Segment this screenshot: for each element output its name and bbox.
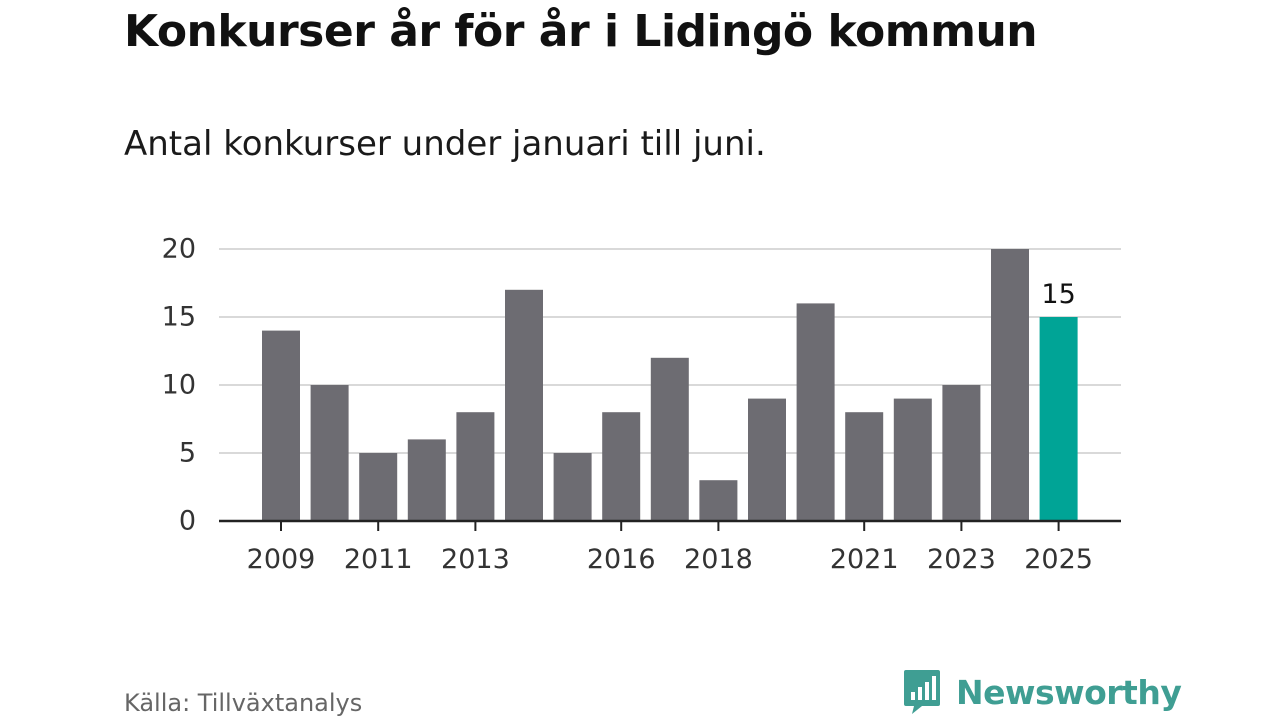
- y-tick-label: 5: [179, 438, 196, 469]
- y-tick-label: 15: [162, 302, 196, 333]
- bar-2020: [796, 303, 835, 521]
- bar-2011: [359, 453, 398, 521]
- data-label: 15: [1041, 279, 1075, 310]
- bar-2012: [407, 439, 446, 521]
- bar-2021: [845, 412, 884, 521]
- x-tick-label: 2021: [830, 544, 899, 575]
- bar-2010: [310, 385, 349, 521]
- chart-title: Konkurser år för år i Lidingö kommun: [124, 6, 1038, 57]
- brand-name: Newsworthy: [956, 672, 1182, 712]
- newsworthy-logo: Newsworthy: [902, 668, 1182, 716]
- x-tick-label: 2013: [441, 544, 510, 575]
- x-tick-label: 2018: [684, 544, 753, 575]
- bar-2009: [262, 330, 300, 521]
- bar-2014: [505, 289, 543, 521]
- y-tick-label: 20: [162, 234, 196, 265]
- bar-2022: [893, 398, 932, 521]
- y-tick-label: 10: [162, 370, 196, 401]
- bar-2013: [456, 412, 495, 521]
- source-note: Källa: Tillväxtanalys: [124, 689, 363, 717]
- x-tick-label: 2025: [1024, 544, 1093, 575]
- x-tick-label: 2016: [587, 544, 656, 575]
- bar-2024: [991, 249, 1029, 521]
- y-tick-label: 0: [179, 506, 196, 537]
- bar-2019: [748, 398, 786, 521]
- x-tick-label: 2011: [344, 544, 413, 575]
- bar-2025: [1039, 317, 1078, 521]
- bar-2017: [650, 357, 689, 521]
- chart-subtitle: Antal konkurser under januari till juni.: [124, 124, 766, 164]
- bar-chart-speech-bubble-icon: [904, 670, 940, 714]
- bar-2018: [699, 480, 738, 521]
- bar-2023: [942, 385, 981, 521]
- bar-2015: [553, 453, 592, 521]
- x-tick-label: 2023: [927, 544, 996, 575]
- bar-2016: [602, 412, 641, 521]
- x-tick-label: 2009: [247, 544, 316, 575]
